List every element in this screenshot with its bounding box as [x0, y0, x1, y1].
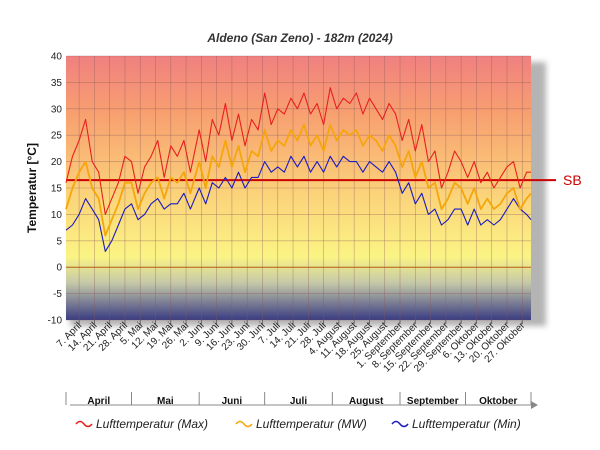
chart-title: Aldeno (San Zeno) - 182m (2024)	[206, 31, 392, 45]
y-axis-ticks: 40 35 30 25 20 15 10 5 0 -5 -10	[48, 52, 63, 327]
y-tick-label: 5	[56, 236, 62, 247]
sb-reference-line: SB	[66, 172, 582, 188]
legend-label: Lufttemperatur (Max)	[96, 417, 208, 431]
y-tick-label: 15	[51, 184, 63, 195]
y-tick-label: 25	[51, 131, 63, 142]
month-label: Mai	[157, 396, 174, 407]
y-tick-label: 30	[51, 104, 63, 115]
month-label: August	[349, 396, 384, 407]
y-tick-label: 40	[51, 52, 63, 63]
legend-label: Lufttemperatur (Min)	[412, 417, 521, 431]
month-label: Juni	[222, 396, 243, 407]
y-tick-label: 0	[56, 263, 62, 274]
month-axis: April Mai Juni Juli August September Oktober	[65, 392, 538, 409]
y-tick-label: -10	[48, 316, 63, 327]
series-line-max	[65, 87, 531, 215]
month-label: September	[407, 396, 459, 407]
series-lines	[65, 87, 532, 252]
month-label: Oktober	[479, 396, 517, 407]
series-line-min	[65, 155, 532, 252]
y-tick-label: -5	[53, 289, 62, 300]
month-label: April	[87, 396, 110, 407]
series-line-mw	[65, 123, 532, 237]
legend: Lufttemperatur (Max) Lufttemperatur (MW) L…	[75, 417, 521, 431]
month-axis-arrow	[531, 401, 538, 409]
legend-swatch	[391, 420, 409, 428]
y-axis-label: Temperatur [°C]	[25, 143, 39, 233]
y-tick-label: 35	[51, 78, 63, 89]
month-label: Juli	[290, 396, 307, 407]
y-tick-label: 20	[51, 157, 63, 168]
horizontal-gridlines	[66, 55, 531, 321]
y-tick-label: 10	[51, 210, 63, 221]
legend-swatch	[75, 420, 93, 428]
legend-label: Lufttemperatur (MW)	[256, 417, 367, 431]
sb-label: SB	[563, 172, 582, 188]
legend-swatch	[235, 420, 253, 428]
